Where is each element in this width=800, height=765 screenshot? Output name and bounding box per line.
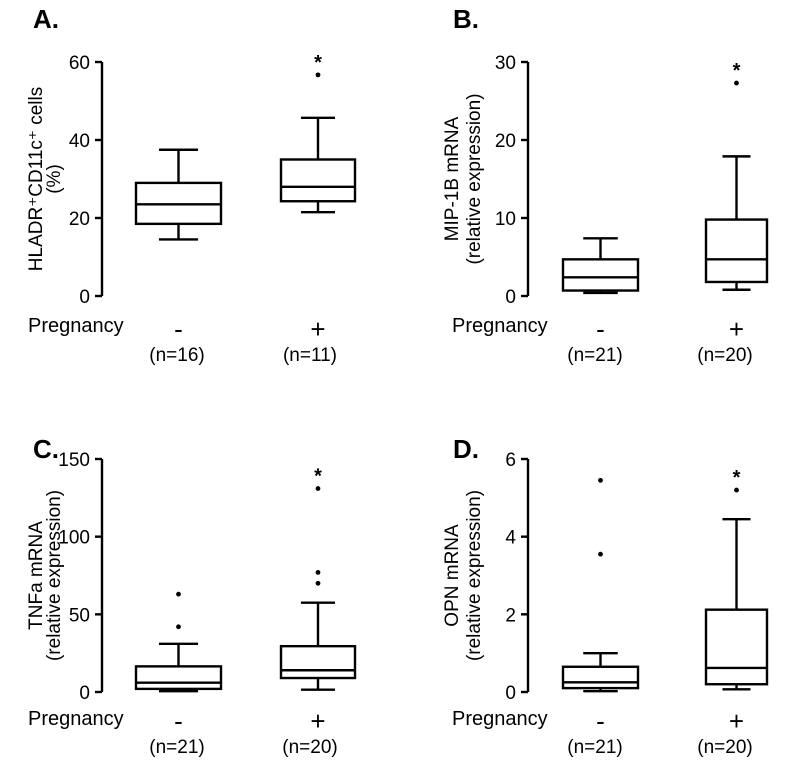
panel-letter: A.: [33, 4, 59, 34]
outlier-point-pregnant: [315, 486, 321, 491]
y-tick-label: 10: [495, 209, 516, 230]
outlier-point-pregnant: [315, 72, 321, 78]
panel-letter: C.: [33, 434, 59, 464]
significance-asterisk: *: [733, 467, 741, 489]
outlier-point-pregnant: [734, 487, 739, 493]
y-tick-label: 2: [505, 605, 516, 626]
y-tick-label: 0: [505, 287, 516, 308]
y-tick-label: 150: [58, 450, 90, 471]
y-tick-label: 30: [495, 53, 516, 74]
y-tick-label: 0: [79, 683, 90, 704]
y-tick-label: 50: [69, 605, 90, 626]
category-n-pregnant: (n=20): [697, 737, 752, 758]
category-n-pregnant: (n=11): [283, 345, 337, 366]
category-sign-pregnant: +: [729, 706, 744, 736]
significance-asterisk: *: [733, 60, 741, 82]
y-tick-label: 4: [505, 528, 516, 549]
x-axis-label: Pregnancy: [28, 708, 124, 730]
y-tick-label: 0: [505, 683, 516, 704]
outlier-point-pregnant: [734, 80, 739, 86]
significance-asterisk: *: [314, 466, 322, 488]
category-sign-pregnant: +: [310, 706, 325, 736]
box-iqr-pregnant: [704, 608, 769, 686]
y-tick-label: 6: [505, 450, 516, 471]
y-tick-label: 100: [58, 528, 90, 549]
x-axis-label: Pregnancy: [28, 315, 124, 337]
y-tick-label: 0: [79, 287, 90, 308]
chart-panel-c: C. 0 50 100 150 TNFa mRNA(relative expression…: [26, 434, 357, 758]
box-iqr-not-pregnant: [134, 665, 223, 691]
outlier-point-not-pregnant: [176, 591, 181, 597]
box-iqr-not-pregnant: [561, 258, 640, 292]
outlier-point-not-pregnant: [176, 624, 181, 630]
y-axis-label: HLADR⁺CD11c⁺ cells: [26, 87, 47, 271]
category-n-pregnant: (n=20): [282, 737, 337, 758]
outlier-point-not-pregnant: [598, 551, 603, 557]
box-iqr-pregnant: [279, 644, 357, 680]
y-tick-label: 40: [69, 131, 90, 152]
category-n-pregnant: (n=20): [697, 345, 752, 366]
outlier-point-pregnant: [315, 580, 321, 586]
y-tick-label: 20: [495, 131, 516, 152]
category-sign-not-pregnant: -: [174, 706, 183, 736]
y-axis-label: TNFa mRNA: [26, 521, 47, 630]
box-iqr-pregnant: [704, 218, 769, 284]
box-iqr-pregnant: [279, 158, 357, 203]
y-axis-label: (relative expression): [44, 490, 65, 661]
significance-asterisk: *: [314, 52, 322, 74]
category-n-not-pregnant: (n=21): [567, 737, 622, 758]
y-axis-label: (relative expression): [464, 490, 485, 661]
x-axis-label: Pregnancy: [452, 315, 548, 337]
x-axis-label: Pregnancy: [452, 708, 548, 730]
outlier-point-pregnant: [315, 569, 321, 575]
outlier-point-not-pregnant: [598, 477, 603, 483]
chart-panel-b: B. 0 10 20 30 MIP-1B mRNA (relative expression…: [442, 4, 769, 366]
y-tick-label: 20: [69, 209, 90, 230]
category-sign-not-pregnant: -: [596, 706, 605, 736]
y-axis-label: OPN mRNA: [442, 524, 463, 627]
y-axis-label: MIP-1B mRNA: [442, 116, 463, 241]
category-sign-pregnant: +: [310, 314, 325, 344]
category-n-not-pregnant: (n=16): [149, 345, 204, 366]
category-n-not-pregnant: (n=21): [567, 345, 622, 366]
category-sign-not-pregnant: -: [174, 314, 183, 344]
y-tick-label: 60: [69, 53, 90, 74]
y-axis-label: (%): [44, 164, 65, 194]
panel-letter: D.: [453, 434, 479, 464]
panel-letter: B.: [453, 4, 479, 34]
y-axis-label: (relative expression): [464, 93, 485, 264]
category-sign-not-pregnant: -: [596, 314, 605, 344]
box-iqr-not-pregnant: [561, 665, 640, 690]
category-n-not-pregnant: (n=21): [149, 737, 204, 758]
chart-panel-a: A. 0 20 40 60 HLADR⁺CD11c⁺ cells(%) -(n=16) * +(…: [26, 4, 357, 366]
category-sign-pregnant: +: [729, 314, 744, 344]
